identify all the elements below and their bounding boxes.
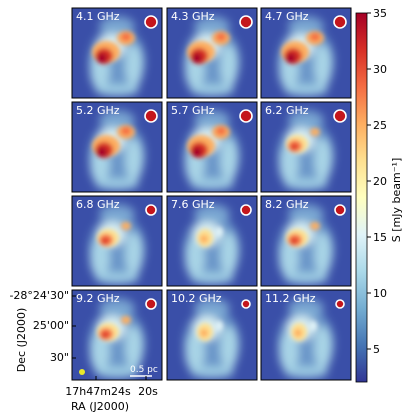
colorbar-label: S [mJy beam⁻¹] (390, 158, 403, 242)
panel-4: 5.2 GHz (71, 101, 163, 193)
panel-5: 5.7 GHz (166, 101, 258, 193)
panel-label: 6.8 GHz (76, 198, 120, 211)
y-axis: -28°24'30" 25'00" 30" Dec (J2000) (9, 289, 76, 372)
beam-marker (239, 109, 253, 123)
panel-10: 9.2 GHz 0.5 pc (71, 289, 163, 381)
colorbar: 35 30 25 20 15 10 5 S [mJy beam⁻¹] (355, 7, 403, 383)
beam-marker (333, 15, 347, 29)
beam-marker (335, 299, 345, 309)
colorbar-tick-label: 35 (373, 7, 387, 20)
colorbar-tick-label: 25 (373, 119, 387, 132)
colorbar-tick-label: 15 (373, 231, 387, 244)
panel-1: 4.1 GHz (71, 7, 163, 99)
panel-2: 4.3 GHz (166, 7, 258, 99)
beam-marker (144, 15, 158, 29)
colorbar-tick-label: 5 (373, 343, 380, 356)
beam-marker (145, 204, 157, 216)
panel-8: 7.6 GHz (166, 195, 258, 287)
colorbar-ticks (367, 12, 371, 350)
beam-marker-small (79, 369, 85, 375)
panel-label: 4.7 GHz (265, 10, 309, 23)
colorbar-tick-label: 20 (373, 175, 387, 188)
panel-label: 5.2 GHz (76, 104, 120, 117)
scale-bar-label: 0.5 pc (130, 365, 158, 375)
panel-6: 6.2 GHz (260, 101, 352, 193)
panel-label: 4.1 GHz (76, 10, 120, 23)
x-tick-label: 20s (138, 385, 158, 398)
beam-marker (144, 109, 158, 123)
x-axis: 17h47m24s 20s RA (J2000) (65, 376, 158, 413)
panel-9: 8.2 GHz (260, 195, 352, 287)
colorbar-tick-label: 30 (373, 63, 387, 76)
panel-label: 5.7 GHz (171, 104, 215, 117)
y-tick-label: 30" (50, 351, 69, 364)
beam-marker (241, 299, 251, 309)
panel-label: 11.2 GHz (265, 292, 316, 305)
beam-marker (240, 204, 252, 216)
x-tick-label: 17h47m24s (65, 385, 131, 398)
beam-marker (334, 204, 346, 216)
panel-label: 4.3 GHz (171, 10, 215, 23)
beam-marker (145, 298, 157, 310)
x-axis-label: RA (J2000) (71, 400, 129, 413)
panel-label: 6.2 GHz (265, 104, 309, 117)
panel-label: 9.2 GHz (76, 292, 120, 305)
beam-marker (333, 109, 347, 123)
y-tick-label: -28°24'30" (9, 289, 69, 302)
panel-11: 10.2 GHz (166, 289, 258, 381)
panel-label: 7.6 GHz (171, 198, 215, 211)
panel-7: 6.8 GHz (71, 195, 163, 287)
panel-12: 11.2 GHz (260, 289, 352, 381)
colorbar-tick-label: 10 (373, 287, 387, 300)
y-tick-label: 25'00" (33, 319, 69, 332)
panel-label: 10.2 GHz (171, 292, 222, 305)
beam-marker (239, 15, 253, 29)
panel-label: 8.2 GHz (265, 198, 309, 211)
panel-3: 4.7 GHz (260, 7, 352, 99)
y-axis-label: Dec (J2000) (15, 308, 28, 373)
